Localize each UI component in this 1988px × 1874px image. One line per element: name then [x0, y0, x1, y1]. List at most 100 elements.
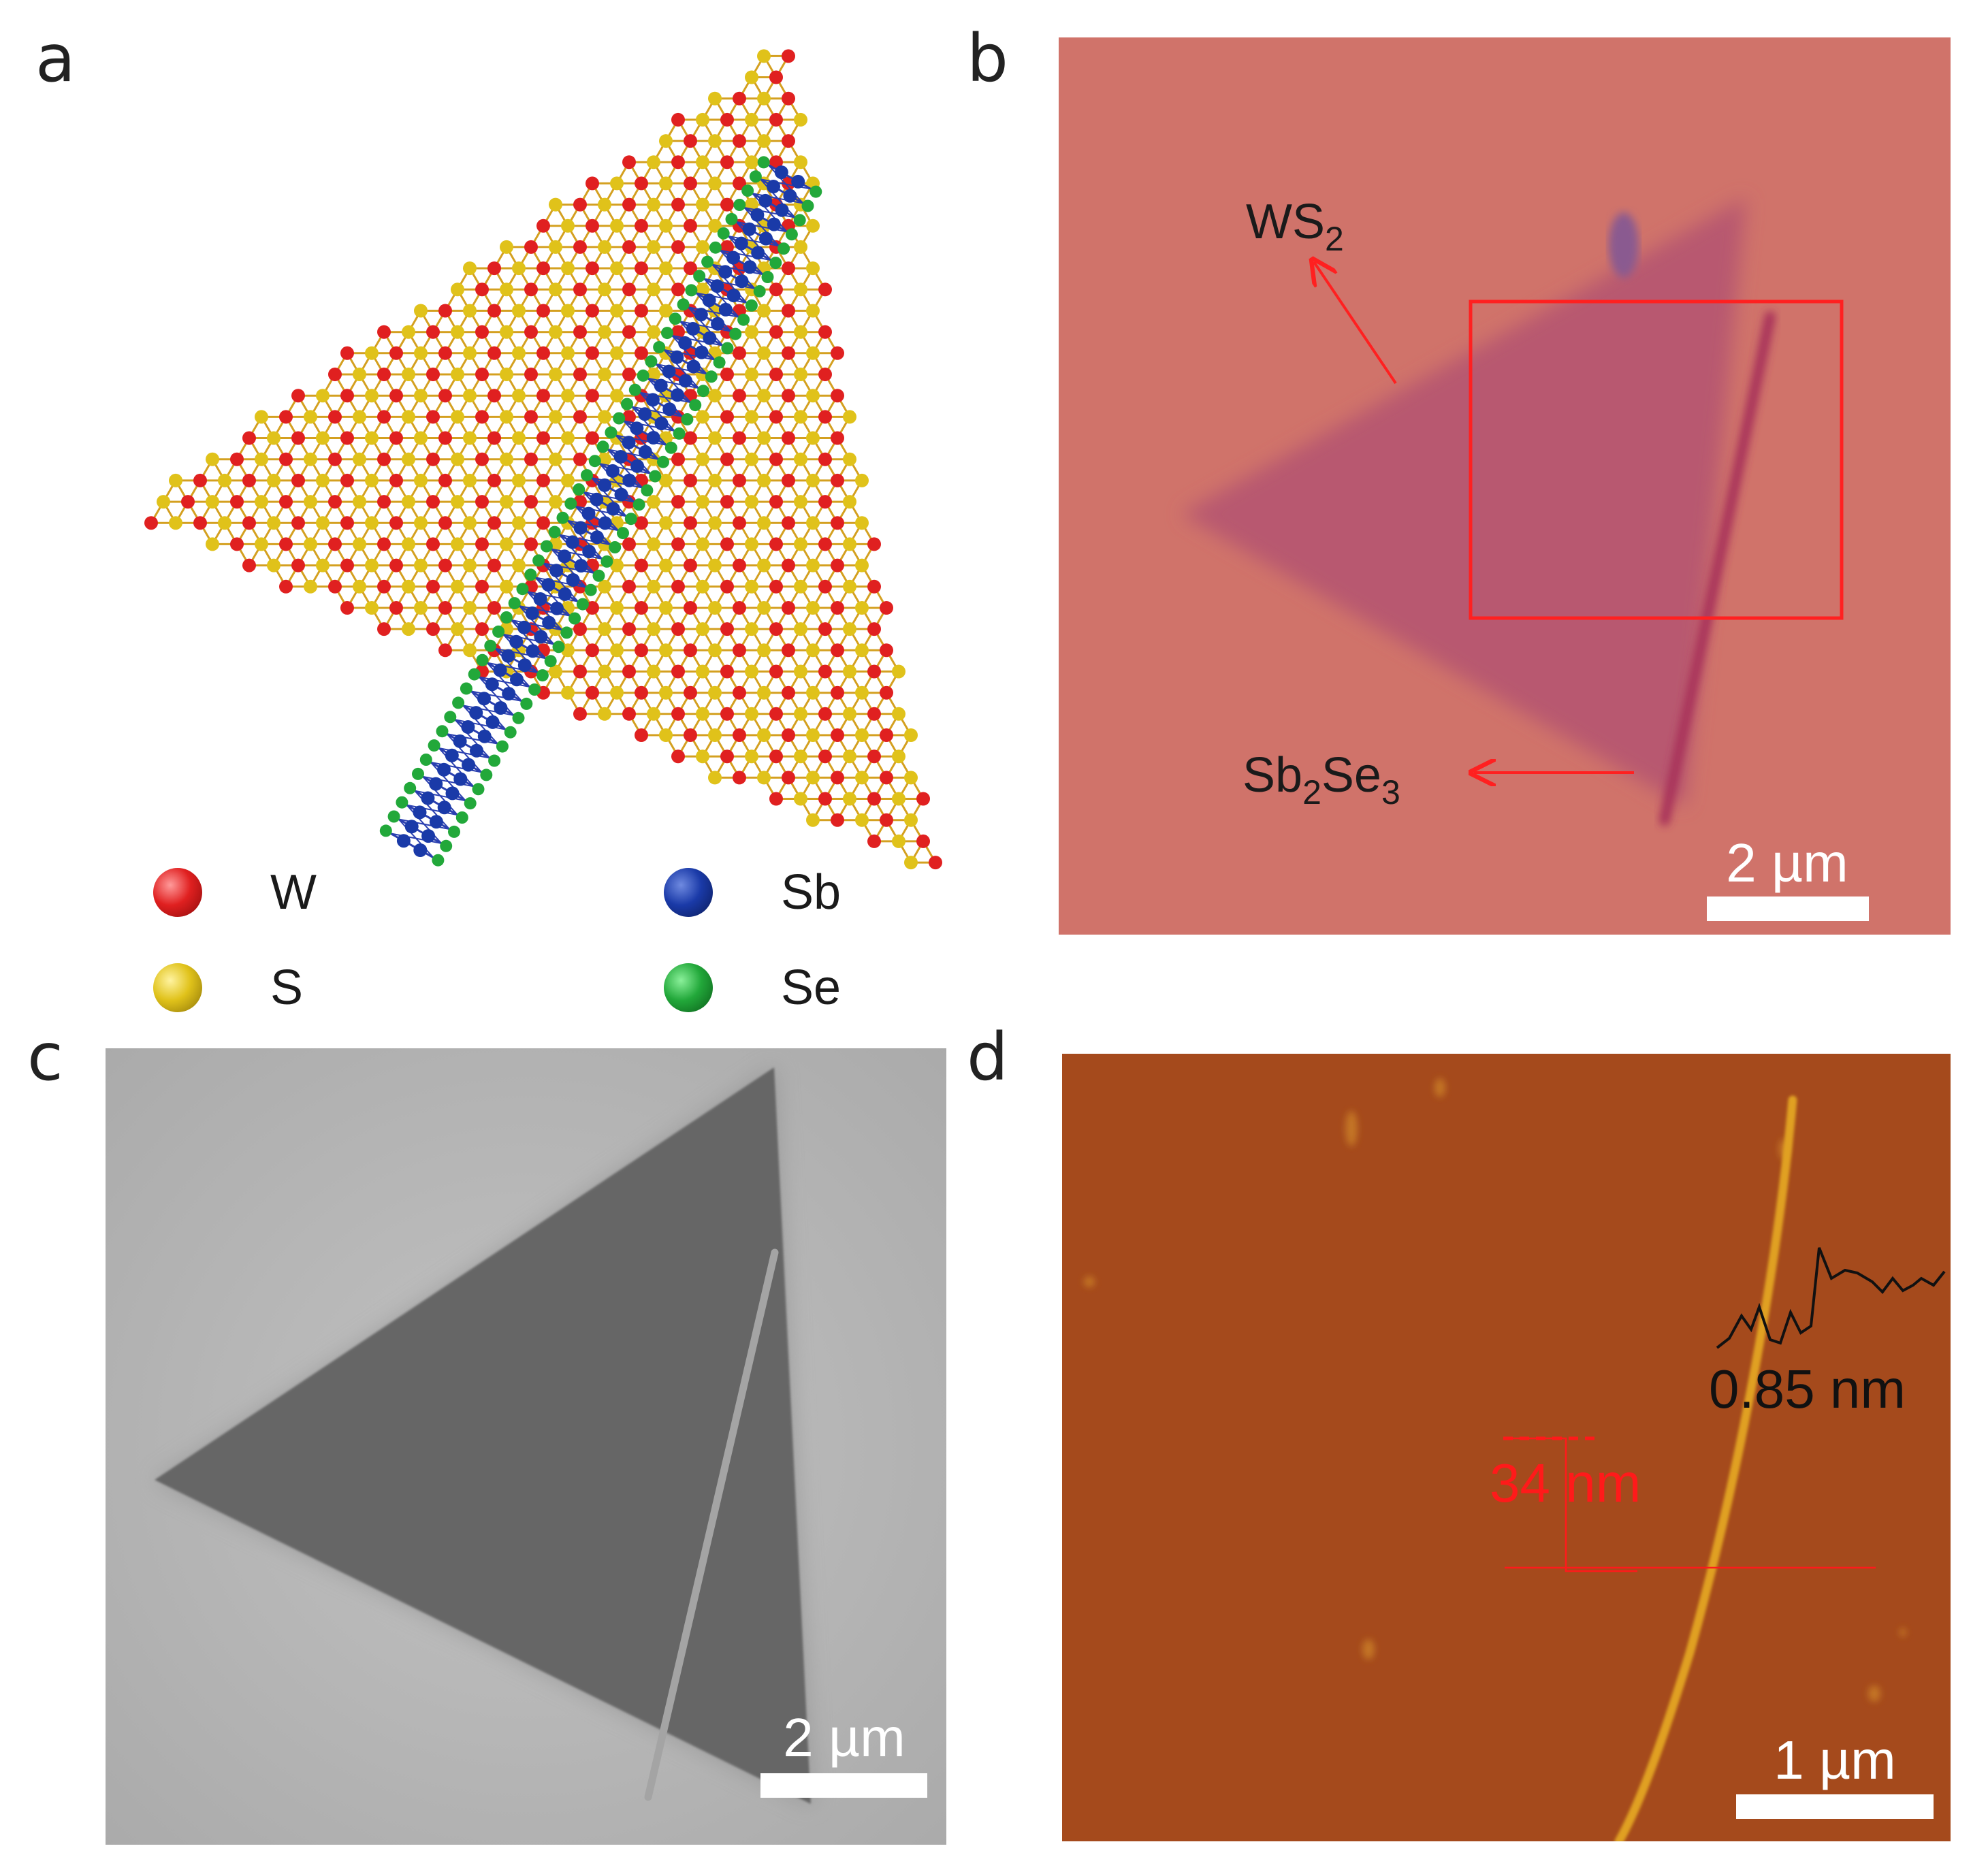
sb-atom	[622, 473, 637, 487]
w-atom	[586, 176, 599, 191]
w-atom	[818, 537, 832, 551]
w-atom	[818, 282, 832, 297]
s-atom	[451, 579, 464, 594]
w-atom	[573, 368, 587, 381]
s-atom	[206, 495, 219, 509]
w-atom	[573, 664, 587, 679]
nanowire-bond	[415, 790, 466, 802]
s-atom	[855, 601, 869, 615]
se-atom	[721, 342, 734, 355]
w-atom	[831, 685, 844, 700]
s-atom	[659, 473, 673, 487]
se-atom	[677, 298, 690, 311]
s-atom	[794, 495, 807, 509]
se-atom	[404, 781, 417, 794]
w-atom	[524, 537, 538, 551]
w-atom	[426, 410, 440, 424]
particle-optical	[1609, 212, 1639, 278]
w-atom	[671, 537, 685, 551]
s-atom	[794, 112, 807, 127]
nanowire-bond	[414, 790, 458, 816]
w-atom	[831, 643, 844, 658]
se-atom	[556, 511, 569, 524]
w-atom	[769, 537, 783, 551]
s-atom	[696, 495, 709, 509]
s-atom	[157, 495, 170, 509]
w-atom	[635, 304, 648, 318]
s-atom	[757, 389, 771, 403]
w-atom	[867, 792, 881, 806]
s-atom	[794, 749, 807, 764]
w-atom	[524, 452, 538, 466]
s-atom	[745, 579, 758, 594]
s-atom	[206, 452, 219, 466]
s-atom	[353, 579, 366, 594]
s-atom	[549, 282, 562, 297]
s-atom	[463, 261, 477, 276]
w-atom	[377, 368, 391, 381]
w-atom	[377, 622, 391, 636]
s-atom	[904, 728, 918, 742]
s-atom	[794, 410, 807, 424]
sb-atom	[759, 231, 773, 246]
legend-label-sb: Sb	[781, 865, 841, 920]
sb-atom	[445, 748, 459, 762]
s-atom	[745, 749, 758, 764]
w-atom	[635, 601, 648, 615]
w-atom	[586, 261, 599, 276]
height-profile-red	[1503, 1437, 1876, 1572]
sb-atom	[711, 317, 725, 331]
se-atom	[761, 271, 774, 283]
w-atom	[635, 516, 648, 530]
w-atom	[291, 473, 305, 487]
se-atom	[524, 568, 537, 581]
s-atom	[757, 771, 771, 785]
s-atom	[647, 622, 660, 636]
w-atom	[475, 537, 489, 551]
se-atom	[689, 399, 702, 412]
s-atom	[794, 664, 807, 679]
s-atom	[549, 452, 562, 466]
sb-atom	[670, 350, 684, 364]
s-atom	[745, 325, 758, 339]
w-atom	[586, 558, 599, 572]
se-atom	[701, 255, 714, 268]
w-atom	[635, 176, 648, 191]
sb-atom	[662, 402, 677, 417]
sb-atom	[742, 222, 756, 236]
w-atom	[340, 601, 354, 615]
w-atom	[867, 834, 881, 848]
s-atom	[843, 707, 856, 721]
w-atom	[733, 389, 746, 403]
w-atom	[438, 473, 452, 487]
s-atom	[414, 304, 428, 318]
w-atom	[377, 325, 391, 339]
s-atom	[512, 431, 526, 445]
w-atom	[684, 261, 697, 276]
w-atom	[622, 707, 636, 721]
s-atom	[696, 155, 709, 169]
nanowire-bond	[728, 235, 780, 247]
s-atom	[549, 368, 562, 381]
w-atom	[475, 495, 489, 509]
w-atom	[671, 282, 685, 297]
s-atom	[696, 537, 709, 551]
s-atom	[414, 431, 428, 445]
height-label-black: 0.85 nm	[1709, 1359, 1906, 1419]
w-atom	[733, 771, 746, 785]
nanowire-bond	[695, 292, 739, 319]
w-atom	[389, 346, 403, 360]
nanowire-bond	[704, 278, 755, 289]
se-atom	[777, 242, 790, 255]
s-atom	[745, 410, 758, 424]
nanowire-bond	[615, 434, 667, 446]
se-atom	[801, 199, 814, 212]
se-atom	[492, 625, 505, 638]
w-atom	[635, 219, 648, 233]
s-atom	[855, 685, 869, 700]
s-atom	[696, 707, 709, 721]
w-atom	[782, 728, 795, 742]
se-atom	[769, 257, 782, 270]
w-atom	[720, 749, 734, 764]
nanowire-bond	[583, 491, 635, 503]
